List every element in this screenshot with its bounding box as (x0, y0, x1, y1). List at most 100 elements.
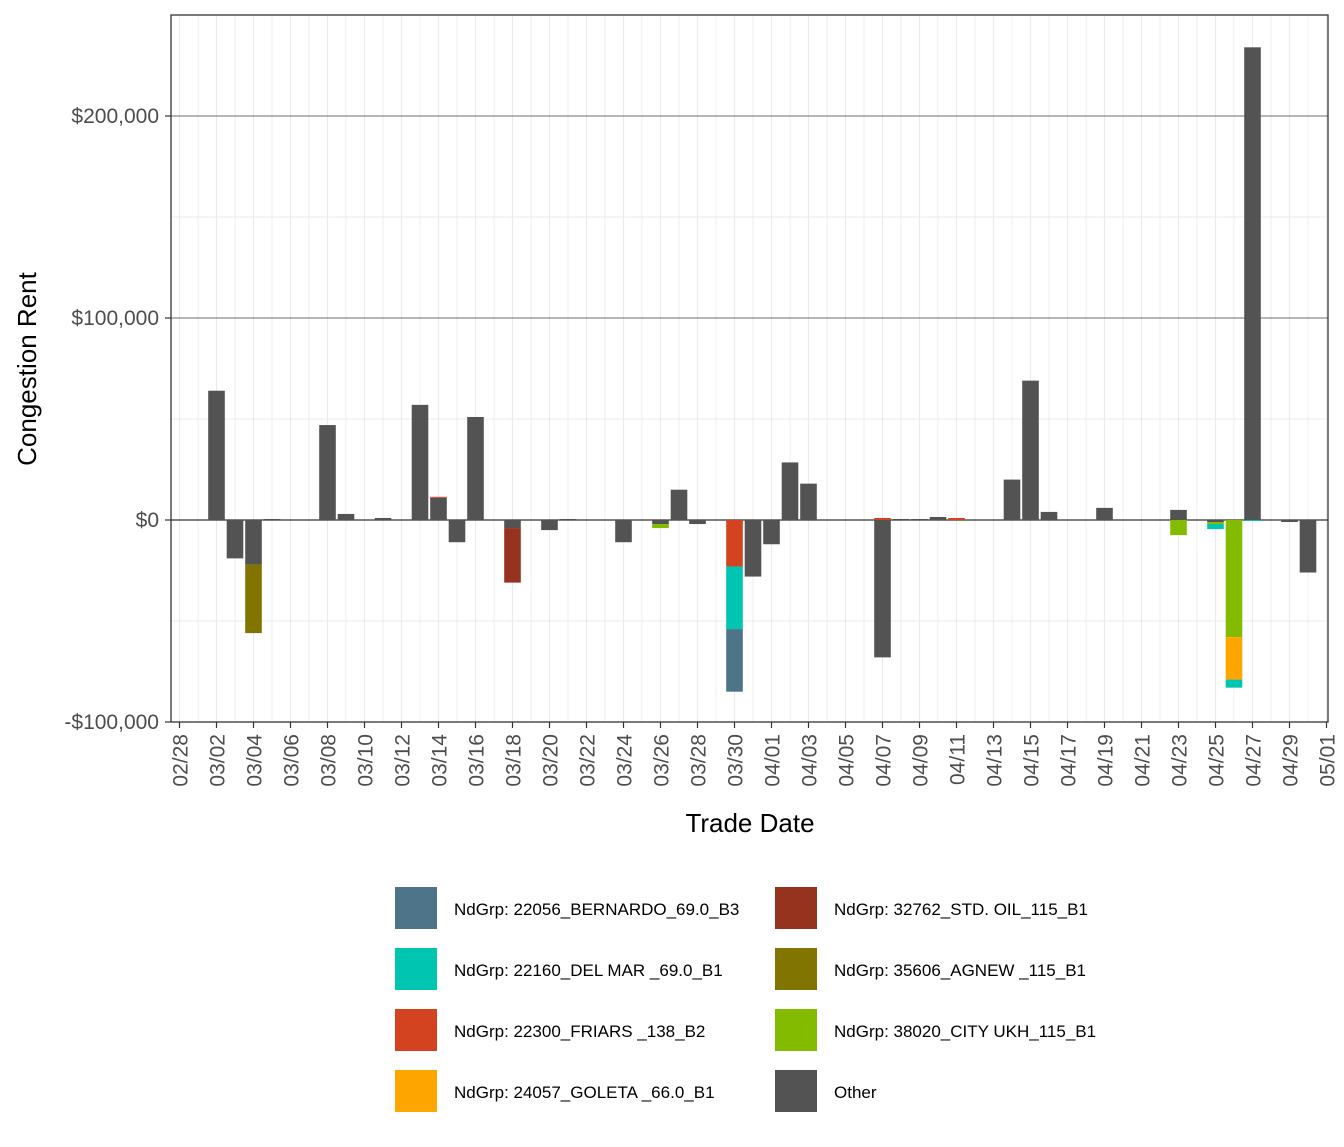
panel-border (170, 14, 1329, 723)
bar-other-03-09 (337, 513, 355, 520)
x-tick-label: 03/10 (355, 734, 378, 787)
bar-ndgrp-38020-city-ukh-115-b1-03-26 (652, 524, 669, 529)
x-tick-label: 03/30 (725, 734, 748, 787)
x-tick-label: 04/19 (1095, 734, 1118, 787)
x-tick-label: 04/25 (1206, 734, 1229, 787)
bar-other-03-03 (226, 520, 244, 559)
legend-label-ndgrp-35606-agnew-115-b1: NdGrp: 35606_AGNEW _115_B1 (834, 961, 1086, 980)
bar-other-04-09 (911, 518, 928, 520)
x-tick-label: 03/28 (688, 734, 711, 787)
x-tick-label: 04/23 (1169, 734, 1192, 787)
bar-other-03-21 (559, 518, 577, 520)
legend-key-ndgrp-22056-bernardo-69-0-b3 (395, 887, 437, 929)
bar-other-04-29 (1281, 520, 1298, 523)
plot-panel (171, 15, 1328, 722)
y-tick-label: $200,000 (71, 105, 159, 128)
bar-ndgrp-22160-del-mar-69-0-b1-04-25 (1207, 524, 1224, 530)
x-tick-label: 03/18 (503, 734, 526, 787)
bar-ndgrp-38020-city-ukh-115-b1-04-26 (1225, 520, 1243, 638)
legend-key-ndgrp-22160-del-mar-69-0-b1 (395, 948, 437, 990)
bar-ndgrp-22300-friars-138-b2-03-14 (430, 496, 447, 498)
panel-background (171, 15, 1328, 722)
x-tick-label: 02/28 (170, 734, 193, 787)
legend-key-ndgrp-32762-std-oil-115-b1 (775, 887, 817, 929)
bar-other-03-14 (430, 497, 447, 520)
legend-label-ndgrp-22056-bernardo-69-0-b3: NdGrp: 22056_BERNARDO_69.0_B3 (454, 900, 739, 919)
bar-other-04-02 (781, 462, 799, 520)
y-axis: -$100,000 $0 $100,000 $200,000 (64, 105, 171, 734)
legend-label-ndgrp-22300-friars-138-b2: NdGrp: 22300_FRIARS _138_B2 (454, 1022, 705, 1041)
legend-key-ndgrp-35606-agnew-115-b1 (775, 948, 817, 990)
x-tick-label: 04/05 (836, 734, 859, 787)
bar-other-03-16 (467, 416, 484, 520)
x-tick-label: 03/08 (318, 734, 341, 787)
x-tick-label: 04/21 (1132, 734, 1155, 787)
bar-other-04-16 (1040, 511, 1058, 520)
bar-other-03-15 (448, 520, 466, 543)
x-tick-label: 04/29 (1280, 734, 1303, 787)
legend-label-ndgrp-38020-city-ukh-115-b1: NdGrp: 38020_CITY UKH_115_B1 (834, 1022, 1096, 1041)
bar-other-03-27 (670, 489, 688, 520)
x-tick-label: 03/02 (207, 734, 230, 787)
bar-other-04-19 (1096, 507, 1113, 520)
x-axis: 02/28 03/02 03/04 03/06 03/08 03/10 03/12 03/14… (170, 722, 1340, 787)
bar-other-03-31 (744, 520, 762, 577)
x-tick-label: 04/13 (984, 734, 1007, 787)
y-tick-label: $100,000 (71, 307, 159, 330)
x-tick-label: 03/04 (244, 734, 267, 787)
x-tick-label: 05/01 (1317, 734, 1340, 787)
bar-ndgrp-24057-goleta-66-0-b1-04-26 (1225, 637, 1243, 680)
y-tick-label: $0 (136, 509, 159, 532)
bar-other-04-08 (892, 518, 910, 520)
x-tick-label: 03/16 (466, 734, 489, 787)
bar-ndgrp-22300-friars-138-b2-03-30 (726, 520, 743, 567)
x-tick-label: 03/06 (281, 734, 304, 787)
x-tick-label: 03/14 (429, 734, 452, 787)
bar-other-03-02 (208, 390, 225, 520)
x-tick-label: 04/07 (873, 734, 896, 787)
bar-ndgrp-38020-city-ukh-115-b1-04-25 (1207, 522, 1224, 525)
legend-label-ndgrp-32762-std-oil-115-b1: NdGrp: 32762_STD. OIL_115_B1 (834, 900, 1088, 919)
legend-key-ndgrp-24057-goleta-66-0-b1 (395, 1070, 437, 1112)
bar-other-03-18 (504, 520, 521, 529)
bar-other-04-01 (763, 520, 780, 545)
bar-other-04-10 (929, 516, 947, 520)
grid-lines (171, 15, 1328, 723)
x-axis-title: Trade Date (685, 808, 814, 838)
bar-other-04-15 (1022, 380, 1039, 520)
bar-other-04-27 (1244, 47, 1261, 520)
legend-key-ndgrp-38020-city-ukh-115-b1 (775, 1009, 817, 1051)
legend-label-other: Other (834, 1083, 877, 1102)
bar-other-03-26 (652, 520, 669, 525)
bar-other-03-28 (689, 520, 706, 525)
bar-other-03-08 (319, 425, 336, 520)
bar-ndgrp-38020-city-ukh-115-b1-04-23 (1170, 520, 1187, 536)
legend-key-ndgrp-22300-friars-138-b2 (395, 1009, 437, 1051)
x-tick-label: 03/24 (614, 734, 637, 787)
y-tick-label: -$100,000 (64, 711, 159, 734)
bar-ndgrp-22056-bernardo-69-0-b3-03-30 (726, 629, 743, 692)
bar-ndgrp-22300-friars-138-b2-04-07 (874, 517, 891, 520)
bar-other-04-25 (1207, 520, 1224, 523)
bar-other-03-04 (245, 520, 262, 565)
bar-ndgrp-22300-friars-138-b2-04-11 (948, 517, 965, 520)
bar-ndgrp-35606-agnew-115-b1-03-04 (245, 564, 262, 634)
bars (208, 47, 1317, 692)
bar-other-04-03 (800, 483, 817, 520)
x-tick-label: 04/17 (1058, 734, 1081, 787)
x-tick-label: 04/11 (947, 734, 970, 785)
bar-ndgrp-22160-del-mar-69-0-b1-04-26 (1225, 679, 1243, 688)
bar-other-03-20 (541, 520, 558, 531)
legend: NdGrp: 22056_BERNARDO_69.0_B3 NdGrp: 2216… (395, 887, 1096, 1112)
legend-label-ndgrp-24057-goleta-66-0-b1: NdGrp: 24057_GOLETA _66.0_B1 (454, 1083, 715, 1102)
x-tick-label: 04/09 (910, 734, 933, 787)
x-tick-label: 04/27 (1243, 734, 1266, 787)
bar-ndgrp-22160-del-mar-69-0-b1-03-30 (726, 566, 743, 630)
bar-other-04-14 (1003, 479, 1021, 520)
x-tick-label: 03/26 (651, 734, 674, 787)
bar-ndgrp-22160-del-mar-69-0-b1-04-27 (1244, 520, 1261, 522)
bar-other-03-11 (374, 517, 392, 520)
bar-other-04-07 (874, 520, 891, 658)
x-tick-label: 04/03 (799, 734, 822, 787)
